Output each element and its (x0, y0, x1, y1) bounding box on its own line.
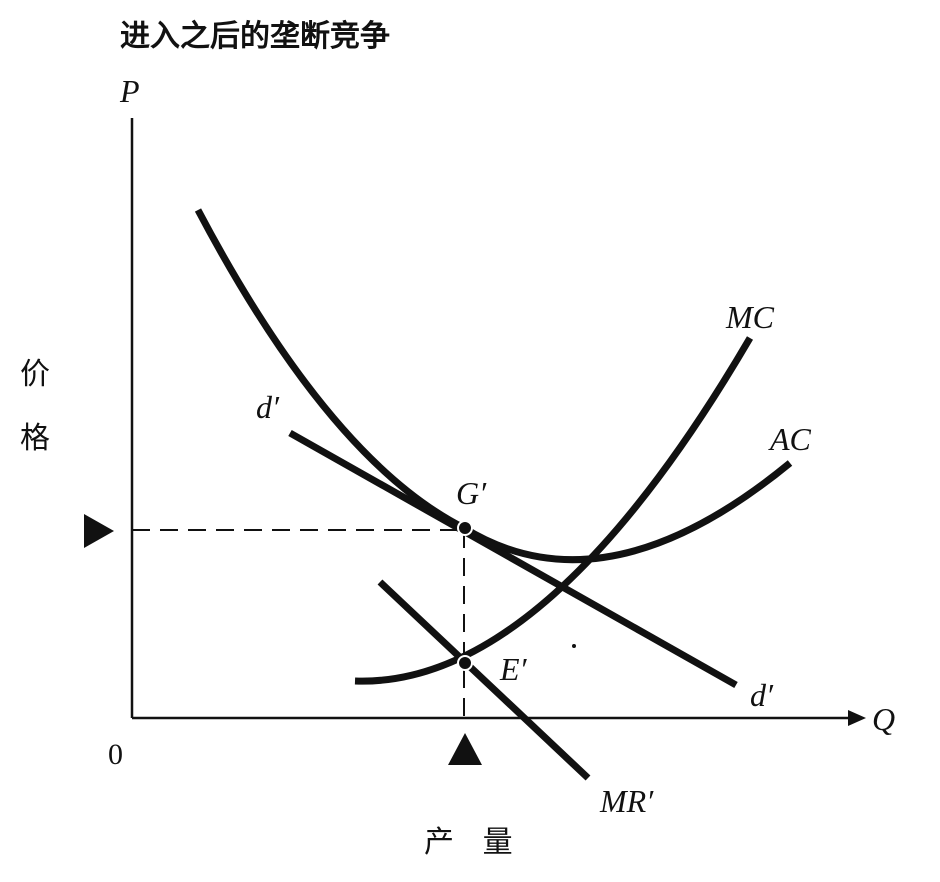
quantity-axis-label: Q (872, 701, 895, 737)
origin-label: 0 (108, 738, 123, 771)
point-e (457, 655, 473, 671)
quantity-axis-arrow (848, 710, 866, 726)
point-g (457, 520, 473, 536)
g-point-label: G′ (456, 475, 487, 511)
demand-curve (288, 429, 738, 689)
average-cost-curve (194, 208, 793, 564)
diagram-title: 进入之后的垄断竞争 (120, 19, 390, 54)
price-axis-name-char-1: 价 (20, 357, 50, 392)
marginal-cost-curve (354, 336, 754, 685)
demand-label-bottom: d′ (750, 677, 774, 713)
scan-speck (572, 644, 576, 648)
mr-label: MR′ (599, 783, 654, 819)
demand-label-top: d′ (256, 389, 280, 425)
price-axis-label: P (119, 73, 140, 109)
ac-label: AC (768, 421, 812, 457)
price-marker-icon (84, 514, 114, 548)
price-axis-name-char-2: 格 (20, 421, 50, 456)
e-point-label: E′ (499, 651, 528, 687)
mc-label: MC (725, 299, 775, 335)
quantity-marker-icon (448, 733, 482, 765)
marginal-revenue-curve (377, 579, 591, 781)
quantity-axis-name: 产 量 (424, 825, 513, 860)
